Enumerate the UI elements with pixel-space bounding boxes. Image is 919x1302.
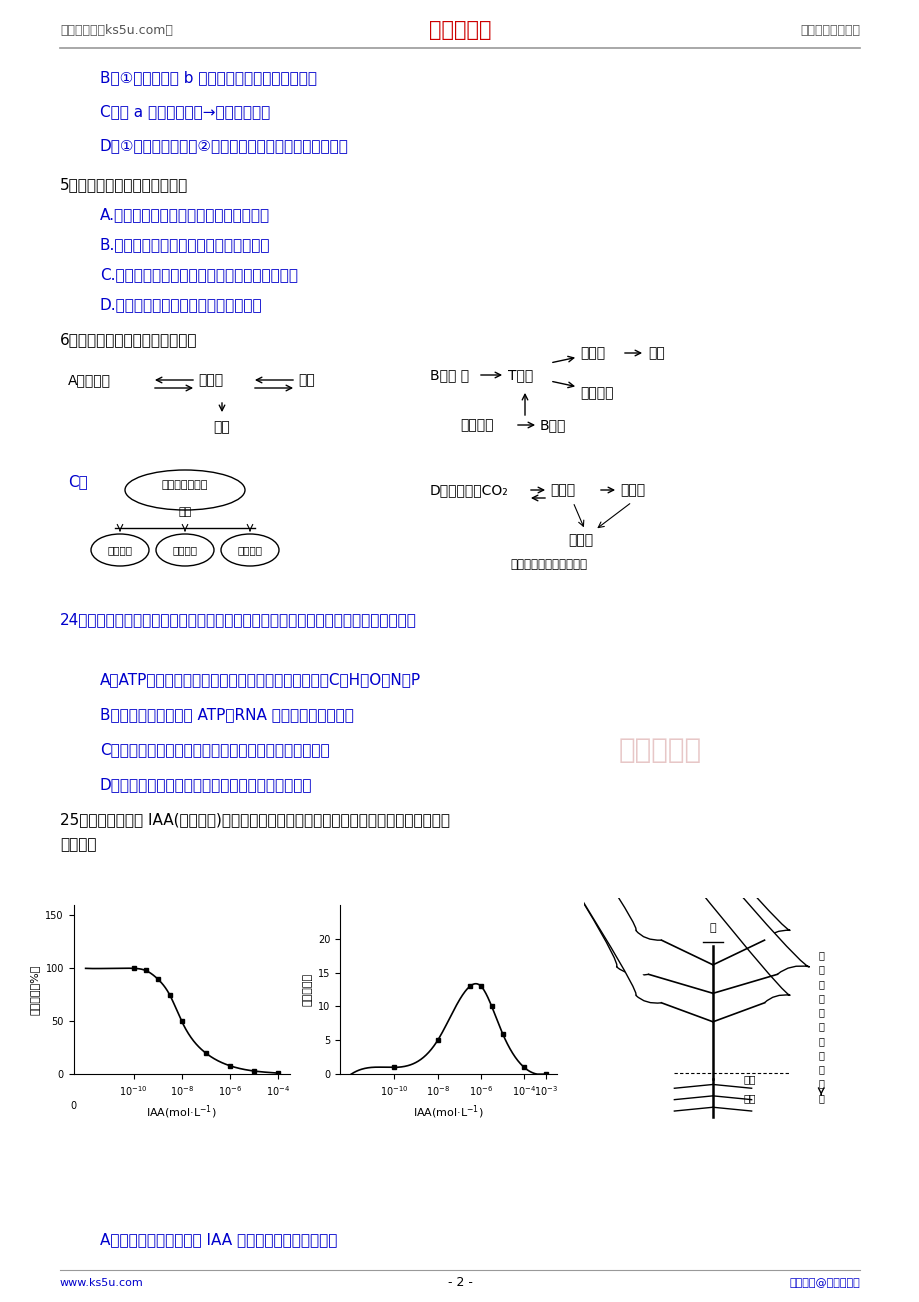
Text: 25．下图表示施用 IAA(吲哚乙酸)对某种植物主根长度及侧根数的影响。下列叙述错误的是: 25．下图表示施用 IAA(吲哚乙酸)对某种植物主根长度及侧根数的影响。下列叙述… (60, 812, 449, 828)
Text: 淋巴: 淋巴 (213, 421, 230, 434)
Text: 吞噬细胞: 吞噬细胞 (460, 418, 493, 432)
Text: 5．下列说法不正确的是（　）: 5．下列说法不正确的是（ ） (60, 177, 188, 193)
Text: 血浆: 血浆 (298, 372, 314, 387)
Text: - 2 -: - 2 - (447, 1276, 472, 1289)
Text: 方: 方 (817, 1078, 823, 1088)
Text: B.捕食关系对维持群落的稳定有重要作用: B.捕食关系对维持群落的稳定有重要作用 (100, 237, 270, 253)
Text: 0: 0 (71, 1100, 76, 1111)
Text: 生物信息: 生物信息 (237, 546, 262, 555)
Text: D.超载放牧主要违背了协调与平衡原理: D.超载放牧主要违背了协调与平衡原理 (100, 297, 262, 312)
Text: 抗体: 抗体 (647, 346, 664, 359)
Text: A．促进侧根数量增加的 IAA 溶液，会抑制主根的伸长: A．促进侧根数量增加的 IAA 溶液，会抑制主根的伸长 (100, 1233, 337, 1247)
Text: 消费者: 消费者 (619, 483, 644, 497)
Text: 输: 输 (817, 1064, 823, 1074)
Text: A.种群密度可准确反映种群数量变化趋势: A.种群密度可准确反映种群数量变化趋势 (100, 207, 270, 223)
Text: 组织液: 组织液 (198, 372, 223, 387)
PathPatch shape (764, 995, 789, 1003)
PathPatch shape (616, 966, 648, 975)
Text: 高考资源网: 高考资源网 (428, 20, 491, 40)
Text: 浆细胞: 浆细胞 (579, 346, 605, 359)
Text: 物理信息: 物理信息 (108, 546, 132, 555)
Text: 生态系统的信息: 生态系统的信息 (162, 480, 208, 490)
Text: 生: 生 (817, 1008, 823, 1017)
Text: T细胞: T细胞 (507, 368, 533, 381)
Text: C．: C． (68, 474, 87, 490)
Text: 生产者: 生产者 (550, 483, 574, 497)
Text: 侧根: 侧根 (743, 1092, 755, 1103)
Text: 物: 物 (817, 965, 823, 975)
PathPatch shape (764, 930, 789, 940)
Text: 植: 植 (817, 950, 823, 961)
Text: C.太阳能只有通过生产者才能输入到生态系统中: C.太阳能只有通过生产者才能输入到生态系统中 (100, 267, 298, 283)
Text: B．某些无机盐是组成 ATP、RNA 和纤维素的必需成分: B．某些无机盐是组成 ATP、RNA 和纤维素的必需成分 (100, 707, 354, 723)
Y-axis label: 每株侧根数: 每株侧根数 (302, 973, 312, 1006)
Text: D．大气中的CO₂: D．大气中的CO₂ (429, 483, 508, 497)
Y-axis label: 生根长度（%）: 生根长度（%） (29, 965, 40, 1014)
Text: 高考资源网: 高考资源网 (618, 736, 701, 764)
Text: 包括: 包括 (178, 506, 191, 517)
PathPatch shape (635, 930, 661, 940)
Text: 24．元素和化合物是细胞结构和功能的物质基础。下列有关的叙述，正确的是（　　）: 24．元素和化合物是细胞结构和功能的物质基础。下列有关的叙述，正确的是（ ） (60, 612, 416, 628)
Text: A．细胞液: A．细胞液 (68, 372, 111, 387)
Text: D．体内参与运输营养物质和代谢废物的水是结合水: D．体内参与运输营养物质和代谢废物的水是结合水 (100, 777, 312, 793)
Text: 分解者: 分解者 (567, 533, 593, 547)
Text: 内: 内 (817, 993, 823, 1003)
Text: 素: 素 (817, 1036, 823, 1046)
Text: A．ATP、脱氧核苷酸、线粒体外膜共有的组成元素是C、H、O、N、P: A．ATP、脱氧核苷酸、线粒体外膜共有的组成元素是C、H、O、N、P (100, 673, 421, 687)
Text: 6、下列示意图正确的是（　　）: 6、下列示意图正确的是（ ） (60, 332, 198, 348)
Text: 运: 运 (817, 1049, 823, 1060)
Text: B．抗 原: B．抗 原 (429, 368, 469, 381)
Text: 化学信息: 化学信息 (173, 546, 198, 555)
Text: （　　）: （ ） (60, 837, 96, 853)
Text: B细胞: B细胞 (539, 418, 566, 432)
Text: 长: 长 (817, 1022, 823, 1031)
Text: C．在 a 中发生电信号→电信号的转变: C．在 a 中发生电信号→电信号的转变 (100, 104, 270, 120)
Text: www.ks5u.com: www.ks5u.com (60, 1279, 143, 1288)
Text: 主根: 主根 (743, 1074, 755, 1083)
Text: 版权所有@高考资源网: 版权所有@高考资源网 (789, 1279, 859, 1288)
Text: 记忆细胞: 记忆细胞 (579, 385, 613, 400)
Text: D．①中内容物释放至②中主要借助于突触前膜的主动运输: D．①中内容物释放至②中主要借助于突触前膜的主动运输 (100, 138, 348, 154)
PathPatch shape (777, 966, 809, 975)
Text: 芽: 芽 (709, 923, 716, 932)
X-axis label: IAA(mol·L$^{-1}$): IAA(mol·L$^{-1}$) (413, 1103, 483, 1121)
PathPatch shape (635, 995, 661, 1003)
Text: 向: 向 (817, 1092, 823, 1103)
Text: C．生物体内无机盐浓度的大小会影响细胞的吸水或失水: C．生物体内无机盐浓度的大小会影响细胞的吸水或失水 (100, 742, 329, 758)
Text: B．①中内容物使 b 兴奋时，兴奋处膜外为正电位: B．①中内容物使 b 兴奋时，兴奋处膜外为正电位 (100, 70, 317, 86)
Text: 生态系统的碳循环示意图: 生态系统的碳循环示意图 (509, 559, 586, 572)
Text: 体: 体 (817, 979, 823, 988)
Text: 高考资源网（ks5u.com）: 高考资源网（ks5u.com） (60, 23, 173, 36)
X-axis label: IAA(mol·L$^{-1}$): IAA(mol·L$^{-1}$) (146, 1103, 217, 1121)
Text: 您身边的高考专家: 您身边的高考专家 (800, 23, 859, 36)
